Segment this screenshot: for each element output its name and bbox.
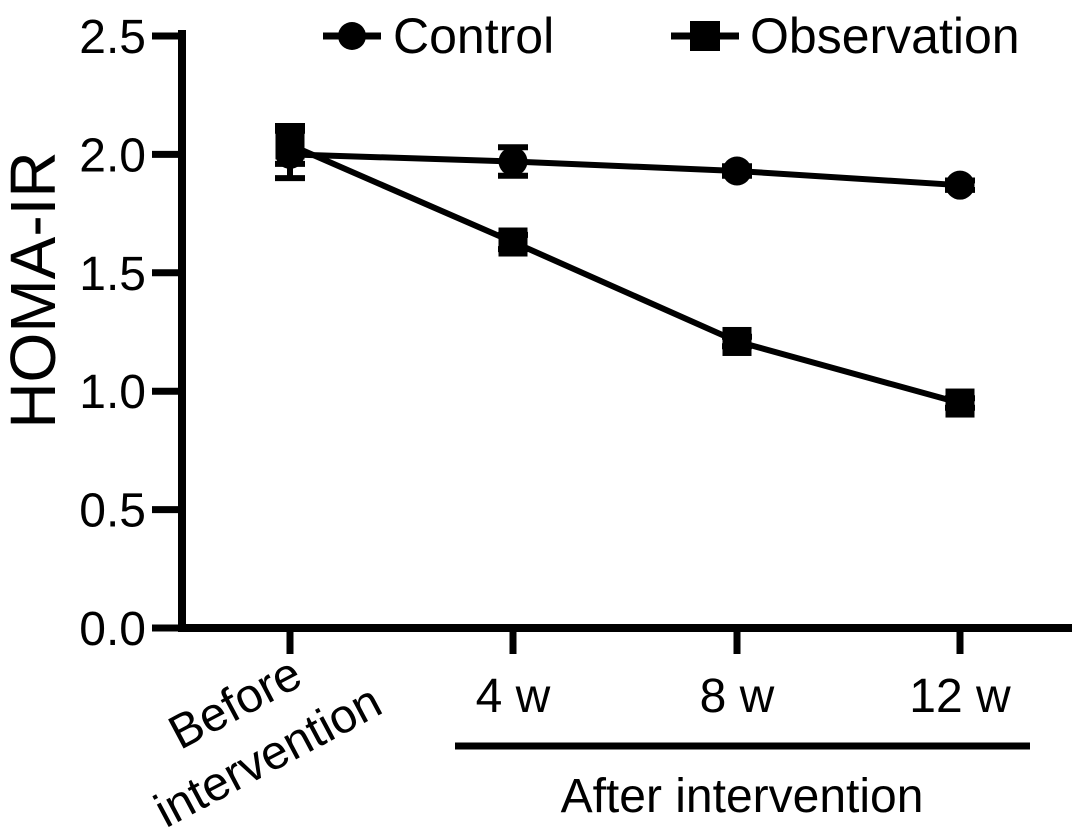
y-axis-ticks: 0.0 0.5 1.0 1.5 2.0 2.5 — [79, 11, 182, 656]
legend-label-observation: Observation — [750, 8, 1020, 64]
legend-marker-circle-control — [338, 22, 366, 50]
y-tick-label: 1.5 — [79, 248, 146, 301]
y-tick-label: 2.5 — [79, 11, 146, 64]
x-tick-label: 4 w — [476, 670, 551, 723]
legend-label-control: Control — [393, 8, 554, 64]
marker-square-observation — [498, 227, 528, 257]
x-group-label: After intervention — [561, 770, 924, 823]
legend-markers — [323, 21, 739, 51]
series-markers — [275, 130, 975, 418]
y-tick-label: 1.0 — [79, 366, 146, 419]
series-line-control — [289, 151, 961, 189]
marker-square-observation — [275, 130, 305, 160]
marker-circle-control — [945, 170, 975, 200]
marker-circle-control — [722, 156, 752, 186]
axis-frame — [178, 30, 1072, 632]
legend-marker-square-observation — [690, 21, 720, 51]
x-tick-label: 8 w — [700, 670, 775, 723]
marker-square-observation — [722, 326, 752, 356]
y-tick-label: 0.0 — [79, 603, 146, 656]
series-lines — [288, 142, 961, 406]
y-tick-label: 0.5 — [79, 485, 146, 538]
y-axis-title: HOMA-IR — [0, 151, 69, 428]
series-line-observation — [288, 142, 961, 406]
x-tick-label: 12 w — [909, 670, 1011, 723]
marker-square-observation — [945, 388, 975, 418]
y-tick-label: 2.0 — [79, 129, 146, 182]
marker-circle-control — [498, 147, 528, 177]
